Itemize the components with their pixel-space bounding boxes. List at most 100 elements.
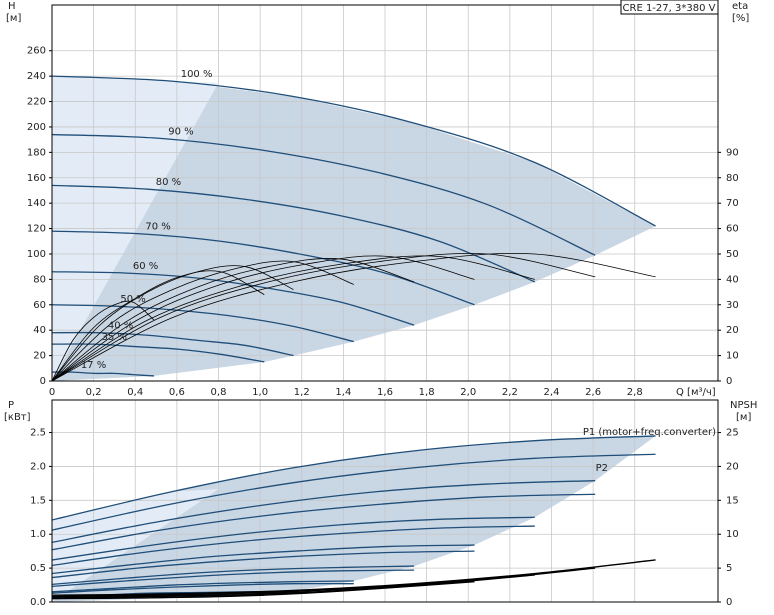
y2-tick-label: 20: [726, 325, 739, 336]
y2-tick-label: 15: [726, 495, 739, 506]
y-tick-label: 2.0: [30, 461, 46, 472]
x-tick-label: 1,2: [294, 387, 310, 398]
y-tick-label: 0.5: [30, 563, 46, 574]
x-tick-label: 2,2: [502, 387, 518, 398]
y2-label: NPSH: [730, 400, 757, 411]
curve-label: 70 %: [145, 222, 170, 233]
secondary-curve: [52, 580, 475, 600]
plot: [52, 5, 718, 381]
y-tick-label: 1.0: [30, 529, 46, 540]
y-tick-label: 80: [33, 274, 46, 285]
title-box: [620, 0, 719, 15]
secondary-curve: [52, 252, 656, 381]
secondary-curve: [52, 265, 294, 381]
secondary-curve: [52, 260, 354, 381]
y-tick-label: 1.5: [30, 495, 46, 506]
y2-tick-label: 25: [726, 428, 739, 439]
x-tick-label: 0: [49, 387, 55, 398]
curve: [52, 435, 656, 521]
y-tick-label: 60: [33, 300, 46, 311]
y-label: H: [8, 1, 16, 12]
curve-label: 17 %: [81, 360, 106, 371]
curve-label: 50 %: [120, 294, 145, 305]
plot: [52, 400, 718, 602]
y2-tick-label: 50: [726, 249, 739, 260]
y-tick-label: 40: [33, 325, 46, 336]
y2-tick-label: 10: [726, 529, 739, 540]
curve-label: P1 (motor+freq.converter): [583, 427, 716, 438]
plot-frame: [51, 4, 719, 382]
curve: [52, 184, 536, 283]
curve: [52, 271, 415, 326]
y2-tick-label: 10: [726, 351, 739, 362]
y2-tick-label: 40: [726, 274, 739, 285]
secondary-curve: [52, 258, 415, 381]
curve: [52, 133, 596, 256]
curve: [52, 493, 596, 551]
y2-tick-label: 5: [726, 563, 732, 574]
y2-tick-label: 20: [726, 461, 739, 472]
y2-tick-label: 0: [726, 597, 732, 608]
curve: [52, 550, 475, 579]
curve: [52, 75, 656, 227]
y-tick-label: 120: [27, 224, 46, 235]
curve: [52, 453, 656, 531]
y-tick-label: 260: [27, 46, 46, 57]
y-unit: [м]: [6, 13, 21, 24]
x-tick-label: 0,6: [169, 387, 185, 398]
y-tick-label: 160: [27, 173, 46, 184]
y-tick-label: 100: [27, 249, 46, 260]
curve-label: 100 %: [181, 69, 213, 80]
secondary-curve: [52, 255, 535, 381]
y2-tick-label: 70: [726, 198, 739, 209]
y-label: P: [8, 400, 14, 411]
y-unit: [кВт]: [4, 412, 31, 423]
curve: [52, 230, 475, 306]
y2-tick-label: 90: [726, 147, 739, 158]
y-tick-label: 180: [27, 147, 46, 158]
curve-label: 80 %: [156, 177, 181, 188]
curve-label: P2: [596, 463, 608, 474]
curve-label: 35 %: [102, 332, 127, 343]
operating-area: [52, 435, 656, 602]
y2-label: eta: [732, 1, 748, 12]
curve: [52, 343, 265, 363]
x-tick-label: 0,4: [127, 387, 143, 398]
secondary-curve: [52, 300, 155, 381]
y-tick-label: 200: [27, 122, 46, 133]
curve: [52, 331, 294, 357]
y-tick-label: 140: [27, 198, 46, 209]
y2-tick-label: 0: [726, 376, 732, 387]
y2-unit: [м]: [736, 412, 751, 423]
x-tick-label: 0,2: [86, 387, 102, 398]
y-tick-label: 0.0: [30, 597, 46, 608]
x-tick-label: 1,4: [335, 387, 351, 398]
curve: [52, 582, 354, 594]
curve: [52, 371, 155, 377]
y2-tick-label: 60: [726, 224, 739, 235]
x-tick-label: 1,6: [377, 387, 393, 398]
chart-title: CRE 1-27, 3*380 V: [623, 3, 716, 14]
secondary-curve: [52, 252, 596, 381]
x-tick-label: 2,8: [627, 387, 643, 398]
curve: [52, 569, 415, 588]
curve: [52, 516, 535, 561]
curve-label: 60 %: [133, 261, 158, 272]
curve-label: 40 %: [108, 321, 133, 332]
y2-unit: [%]: [732, 13, 749, 24]
x-tick-label: 1,8: [419, 387, 435, 398]
curve-label: 90 %: [168, 126, 193, 137]
curve: [52, 480, 596, 543]
y-tick-label: 220: [27, 97, 46, 108]
secondary-curve: [52, 559, 656, 596]
y-tick-label: 20: [33, 351, 46, 362]
curve: [52, 544, 475, 575]
y-tick-label: 240: [27, 71, 46, 82]
x-tick-label: 1,0: [252, 387, 268, 398]
x-label: Q [м³/ч]: [676, 387, 716, 398]
y-tick-label: 2.5: [30, 428, 46, 439]
secondary-curve: [52, 255, 475, 381]
x-tick-label: 2,0: [460, 387, 476, 398]
secondary-curve: [52, 270, 265, 381]
